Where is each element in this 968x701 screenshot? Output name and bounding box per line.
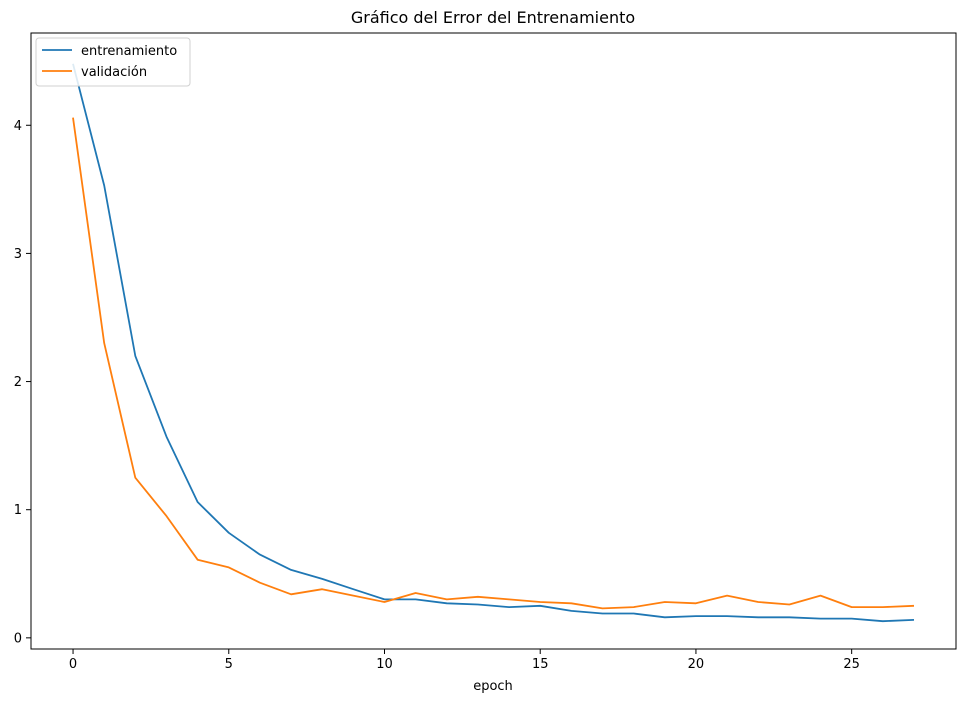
- y-tick-label: 2: [14, 375, 22, 390]
- axis-ticks: 0 5 10 15 20 25 0 1 2 3 4: [14, 119, 860, 672]
- x-tick-label: 10: [376, 657, 393, 672]
- x-axis-label: epoch: [473, 679, 513, 694]
- legend-entry: validación: [81, 65, 147, 80]
- legend-box: [35, 37, 191, 87]
- x-tick-label: 0: [69, 657, 77, 672]
- chart-title: Gráfico del Error del Entrenamiento: [351, 8, 635, 27]
- plot-frame: [30, 32, 957, 650]
- x-tick-label: 25: [843, 657, 860, 672]
- y-tick-label: 1: [14, 503, 22, 518]
- y-tick-label: 0: [14, 631, 22, 646]
- series-line-1: [72, 63, 915, 623]
- x-tick-label: 5: [225, 657, 233, 672]
- series-lines: [72, 63, 915, 623]
- x-tick-label: 20: [688, 657, 705, 672]
- x-tick-label: 15: [532, 657, 549, 672]
- series-line-2: [72, 117, 915, 610]
- legend-entry: entrenamiento: [81, 44, 177, 59]
- y-tick-label: 4: [14, 119, 22, 134]
- y-tick-label: 3: [14, 247, 22, 262]
- legend: entrenamiento validación: [35, 37, 191, 87]
